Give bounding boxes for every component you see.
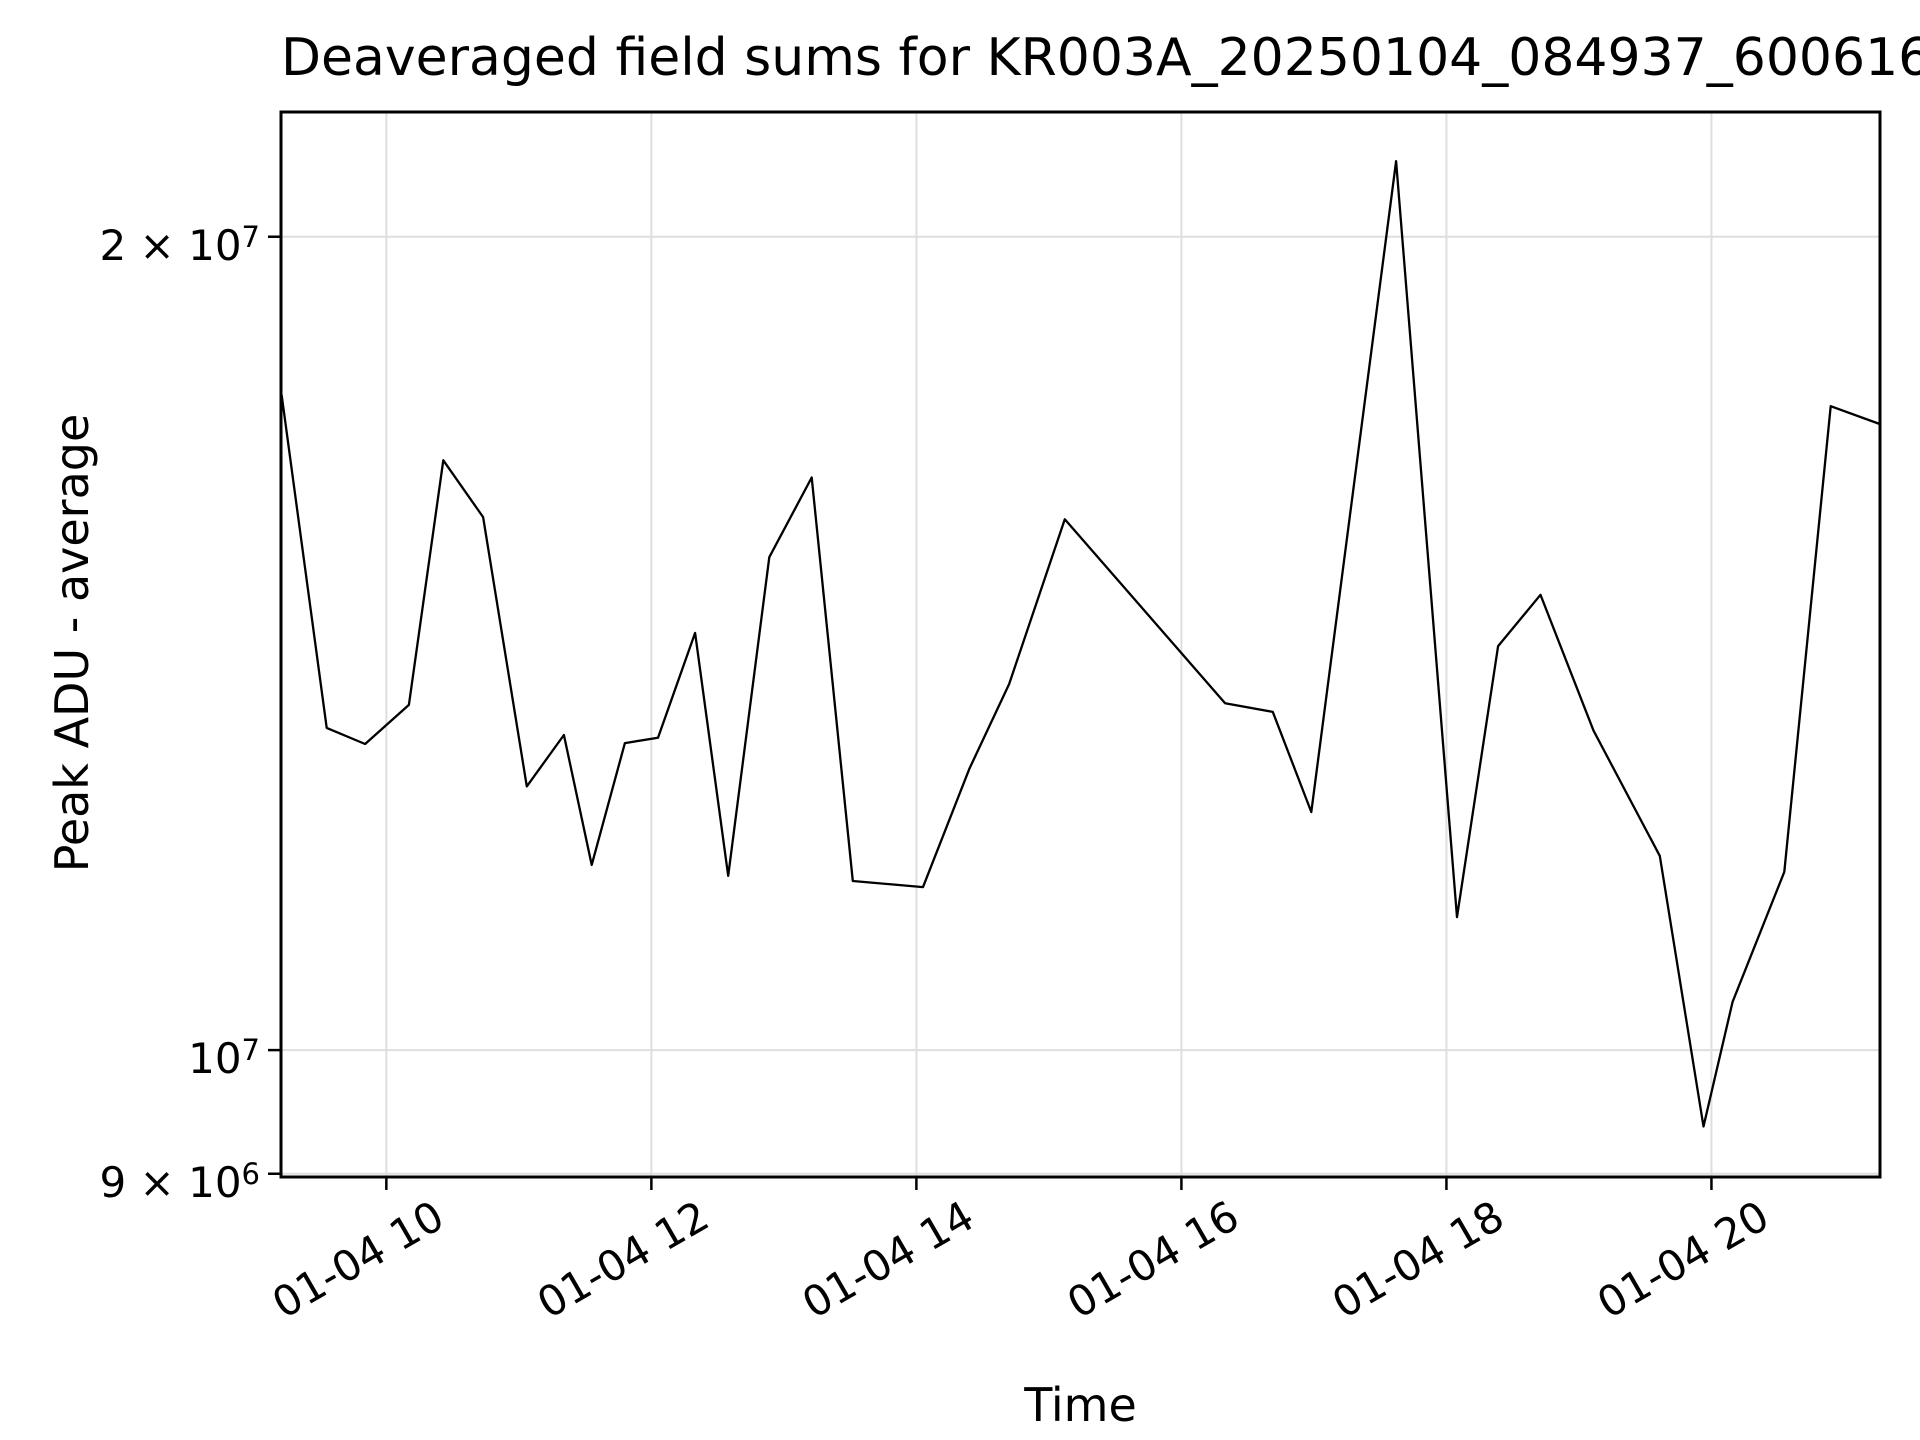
x-axis-label: Time — [1024, 1378, 1137, 1432]
chart-title: Deaveraged field sums for KR003A_2025010… — [281, 28, 1920, 88]
data-line-series — [280, 160, 1881, 1128]
tick-marks — [268, 235, 1713, 1190]
y-tick-label: 9 × 106 — [99, 1156, 260, 1207]
axes-spines — [279, 110, 1882, 1179]
gridlines — [281, 112, 1880, 1177]
y-tick-label: 2 × 107 — [99, 219, 260, 270]
y-tick-label: 107 — [188, 1033, 260, 1084]
